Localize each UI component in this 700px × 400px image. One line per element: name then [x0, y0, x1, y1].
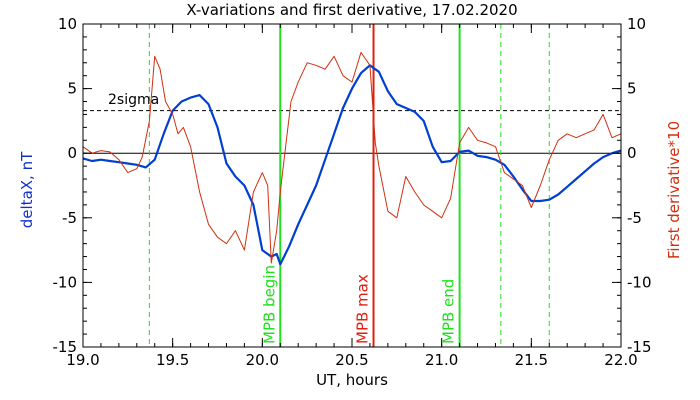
plot-frame — [82, 23, 622, 348]
y-axis-label-left: deltaX, nT — [18, 151, 36, 228]
marker-label-mpb-end: MPB end — [440, 279, 458, 344]
plot-layer: MPB begin MPB max MPB end — [82, 24, 622, 347]
y-tick-label-right: 0 — [627, 144, 637, 162]
x-tick-label: 19.0 — [66, 351, 99, 369]
marker-label-mpb-max: MPB max — [354, 274, 372, 344]
y-tick-label-left: -5 — [62, 209, 77, 227]
deltax-series-line — [82, 64, 622, 266]
sigma-label: 2sigma — [108, 92, 159, 108]
y-tick-label-left: 10 — [58, 15, 77, 33]
x-axis-label: UT, hours — [316, 371, 388, 389]
derivative-series-line — [82, 51, 622, 264]
y-tick-label-right: 10 — [627, 15, 646, 33]
y-tick-label-left: 5 — [67, 80, 77, 98]
y-tick-label-right: -15 — [627, 338, 652, 356]
x-tick-label: 21.0 — [425, 351, 458, 369]
marker-label-mpb-begin: MPB begin — [260, 265, 278, 344]
chart-title: X-variations and first derivative, 17.02… — [186, 1, 517, 19]
y-axis-label-right: First derivative*10 — [665, 121, 683, 259]
x-tick-label: 20.0 — [246, 351, 279, 369]
x-tick-label: 21.5 — [515, 351, 548, 369]
y-tick-label-right: -5 — [627, 209, 642, 227]
x-tick-label: 22.0 — [604, 351, 637, 369]
y-tick-label-right: -10 — [627, 273, 652, 291]
y-tick-label-left: 0 — [67, 144, 77, 162]
x-tick-label: 20.5 — [335, 351, 368, 369]
tick-layer: 19.0 19.5 20.0 20.5 21.0 21.5 22.0-15-10-50510… — [53, 15, 652, 369]
y-tick-label-left: -10 — [53, 273, 78, 291]
y-tick-label-right: 5 — [627, 80, 637, 98]
y-tick-label-left: -15 — [53, 338, 78, 356]
x-tick-label: 19.5 — [156, 351, 189, 369]
